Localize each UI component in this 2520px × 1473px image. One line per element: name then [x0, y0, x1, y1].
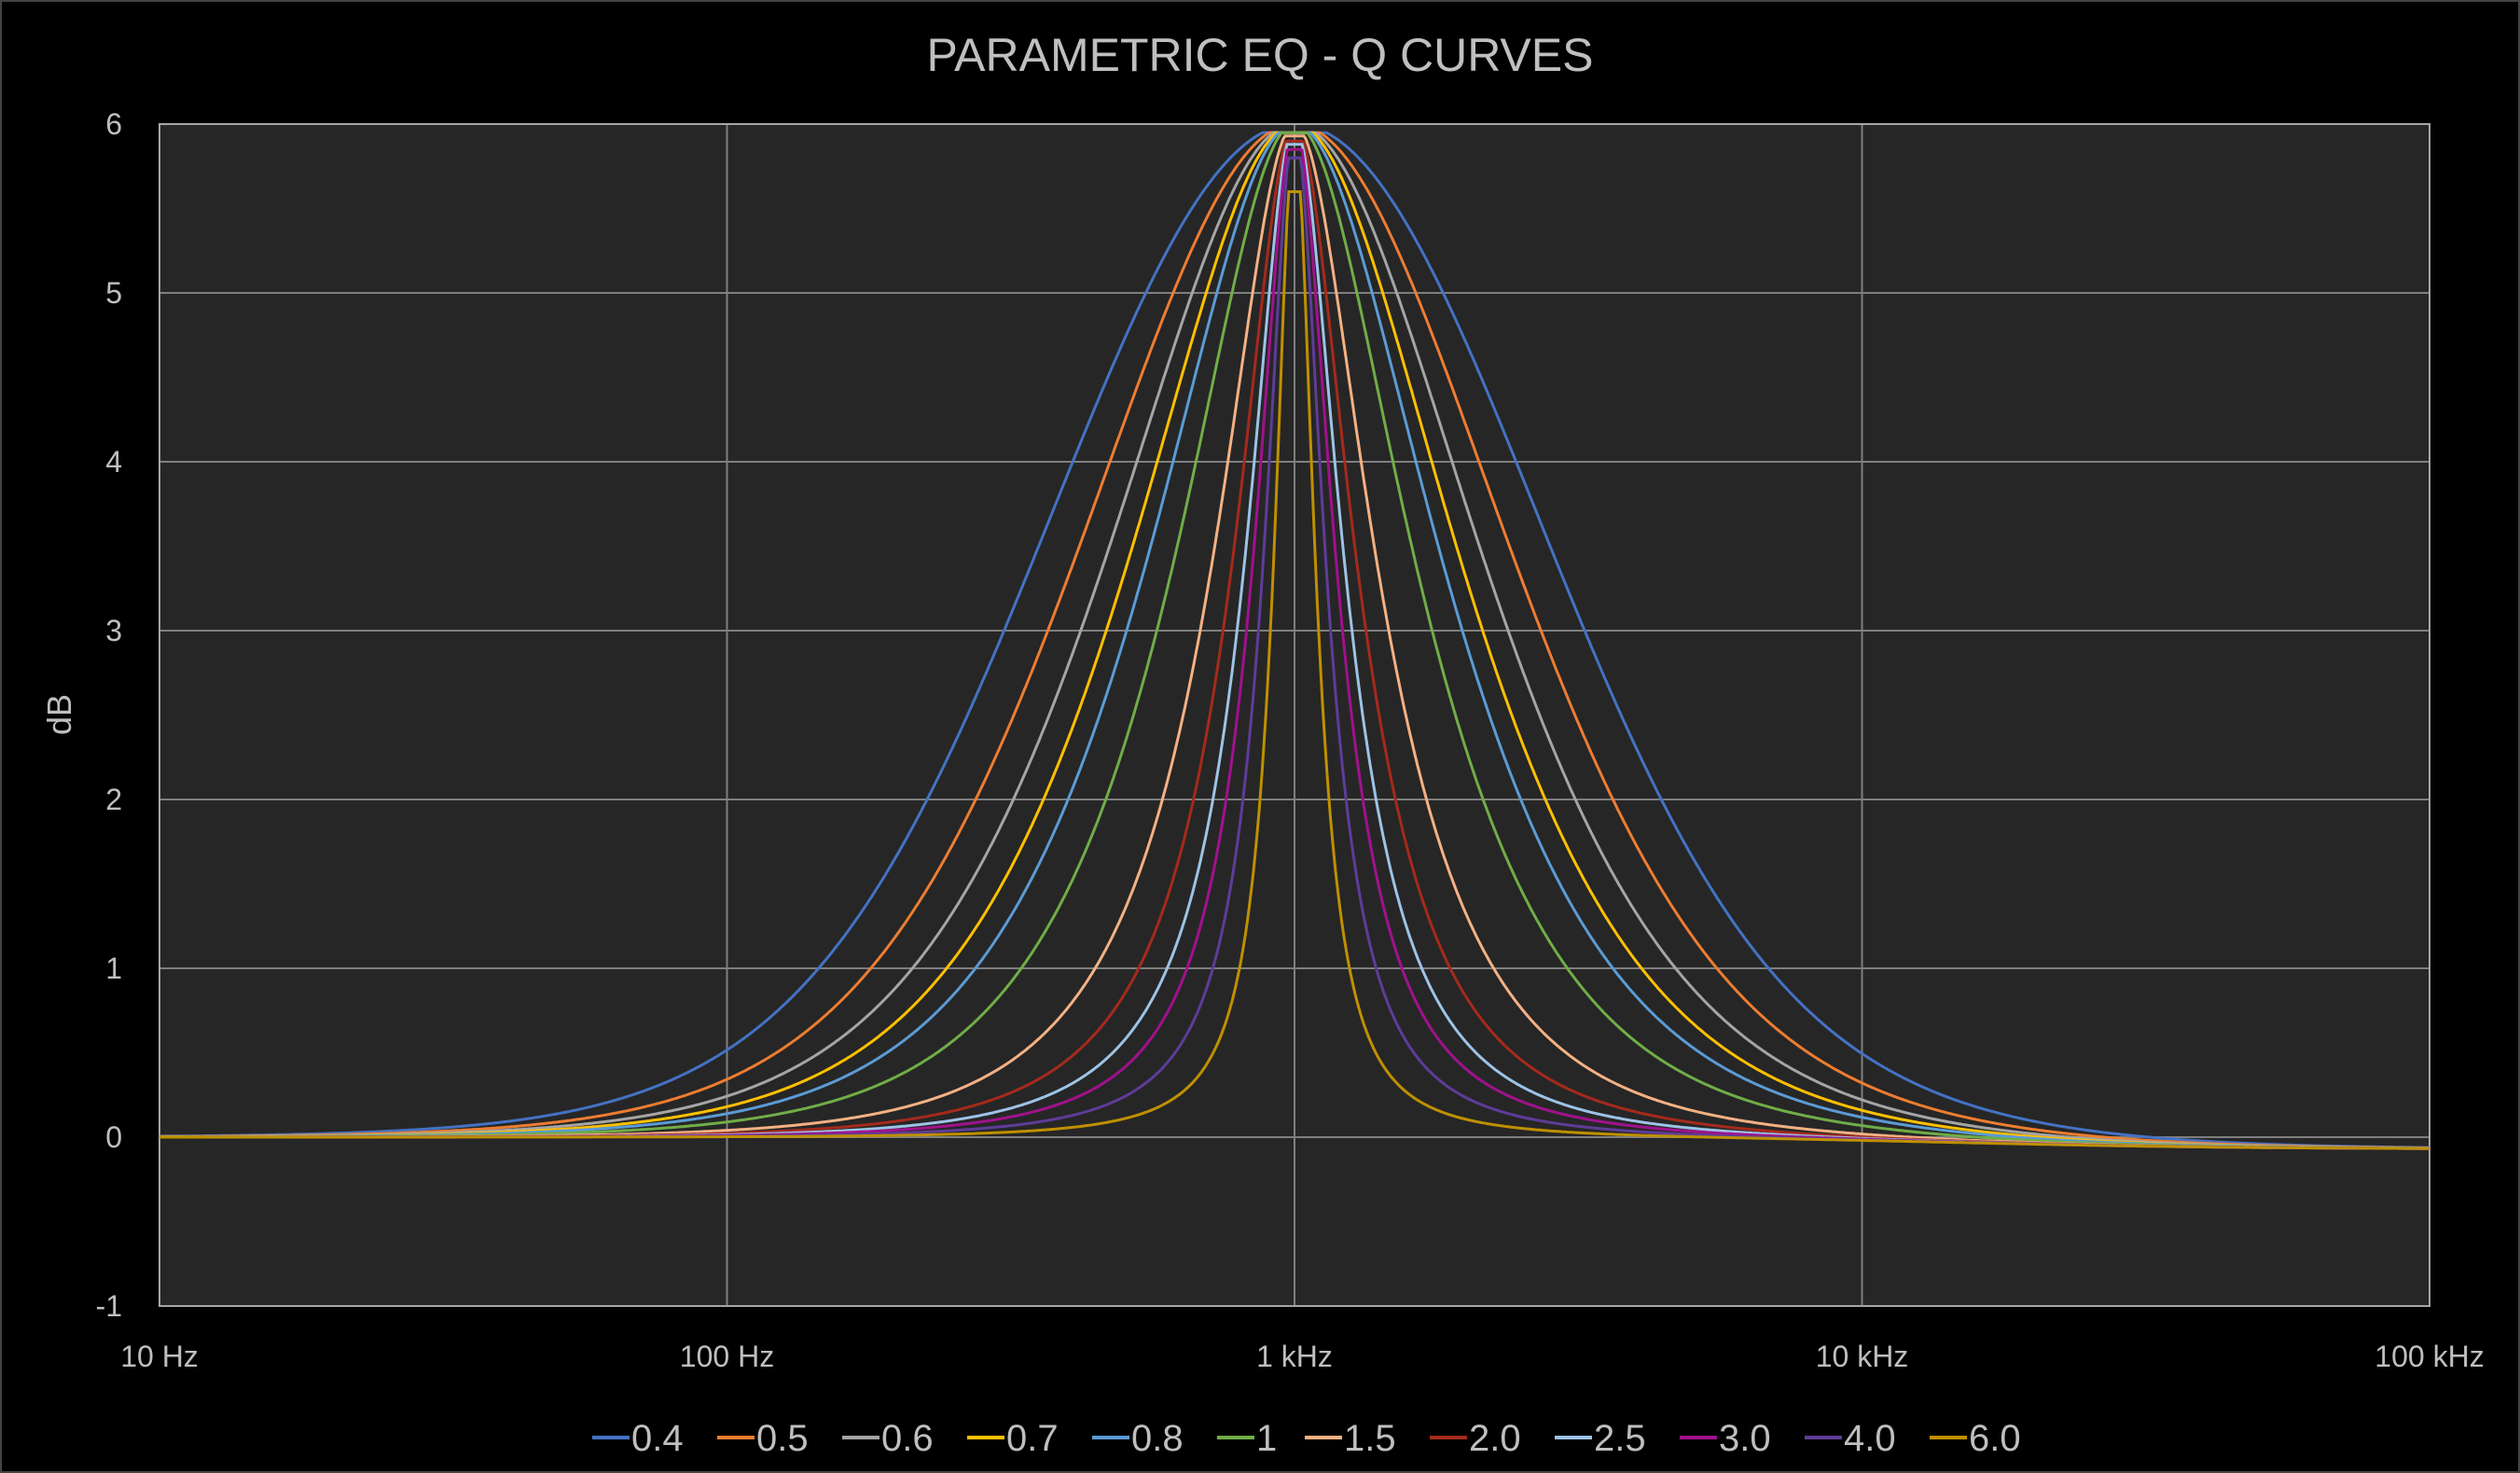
y-axis-label: dB	[40, 694, 78, 735]
legend: 0.4 0.5 0.6 0.7 0.8 1 1.5 2.0 2.5 3.0 4.0 6.0	[592, 1418, 2021, 1459]
legend-item: 0.6	[842, 1418, 934, 1459]
series-lines	[159, 131, 2430, 1150]
legend-label: 0.4	[631, 1418, 684, 1459]
legend-label: 0.6	[881, 1418, 934, 1459]
legend-label: 0.7	[1006, 1418, 1059, 1459]
legend-label: 3.0	[1719, 1418, 1771, 1459]
x-tick-label: 10 kHz	[1816, 1340, 1909, 1373]
y-tick-label: 3	[105, 614, 122, 647]
axis-ticks: 6 5 4 3 2 1 0 -1 10 Hz 100 Hz 1 kHz 10 kHz 100 kHz	[96, 107, 2485, 1373]
chart-title: PARAMETRIC EQ - Q CURVES	[927, 29, 1594, 81]
legend-item: 0.8	[1092, 1418, 1184, 1459]
y-tick-label: 6	[105, 107, 122, 141]
legend-label: 0.5	[756, 1418, 809, 1459]
legend-item: 2.0	[1430, 1418, 1521, 1459]
x-tick-label: 1 kHz	[1256, 1340, 1333, 1373]
y-tick-label: 4	[105, 445, 122, 479]
y-tick-label: 0	[105, 1120, 122, 1154]
series-line-q-1	[159, 131, 2430, 1150]
legend-item: 1.5	[1305, 1418, 1396, 1459]
legend-item: 0.7	[967, 1418, 1059, 1459]
x-tick-label: 100 Hz	[680, 1340, 774, 1373]
legend-item: 0.5	[717, 1418, 809, 1459]
x-tick-label: 100 kHz	[2375, 1340, 2484, 1373]
legend-item: 0.4	[592, 1418, 684, 1459]
legend-label: 1.5	[1344, 1418, 1396, 1459]
legend-label: 1	[1256, 1418, 1277, 1459]
x-tick-label: 10 Hz	[120, 1340, 199, 1373]
legend-label: 2.0	[1469, 1418, 1521, 1459]
legend-label: 4.0	[1844, 1418, 1896, 1459]
legend-item: 1	[1217, 1418, 1277, 1459]
y-tick-label: 2	[105, 783, 122, 816]
legend-item: 2.5	[1555, 1418, 1646, 1459]
legend-label: 2.5	[1594, 1418, 1646, 1459]
y-tick-label: 1	[105, 952, 122, 985]
y-tick-label: 5	[105, 276, 122, 310]
legend-item: 6.0	[1930, 1418, 2021, 1459]
legend-label: 6.0	[1969, 1418, 2021, 1459]
legend-item: 4.0	[1805, 1418, 1896, 1459]
series-line-q-6.0	[159, 190, 2430, 1150]
plot-border	[159, 123, 2430, 1307]
y-tick-label: -1	[96, 1289, 122, 1323]
legend-item: 3.0	[1680, 1418, 1771, 1459]
legend-label: 0.8	[1131, 1418, 1184, 1459]
